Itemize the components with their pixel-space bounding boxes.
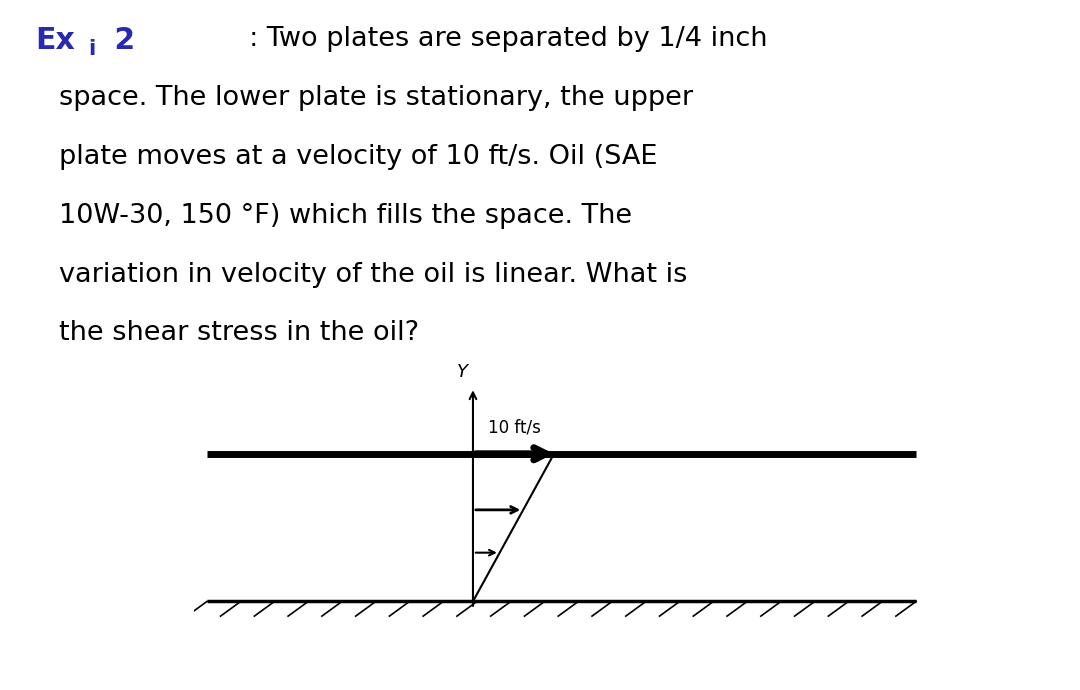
Text: space. The lower plate is stationary, the upper: space. The lower plate is stationary, th… (59, 85, 693, 111)
Text: Y: Y (457, 364, 469, 382)
Text: 10W-30, 150 °F) which fills the space. The: 10W-30, 150 °F) which fills the space. T… (59, 203, 633, 228)
Text: 10 ft/s: 10 ft/s (488, 418, 541, 436)
Text: 2: 2 (104, 26, 135, 55)
Text: plate moves at a velocity of 10 ft/s. Oil (SAE: plate moves at a velocity of 10 ft/s. Oi… (59, 144, 658, 170)
Text: the shear stress in the oil?: the shear stress in the oil? (59, 320, 419, 346)
Text: : Two plates are separated by 1/4 inch: : Two plates are separated by 1/4 inch (232, 26, 768, 52)
Text: Ex: Ex (36, 26, 76, 55)
Text: i: i (89, 39, 96, 59)
Text: variation in velocity of the oil is linear. What is: variation in velocity of the oil is line… (59, 262, 688, 288)
